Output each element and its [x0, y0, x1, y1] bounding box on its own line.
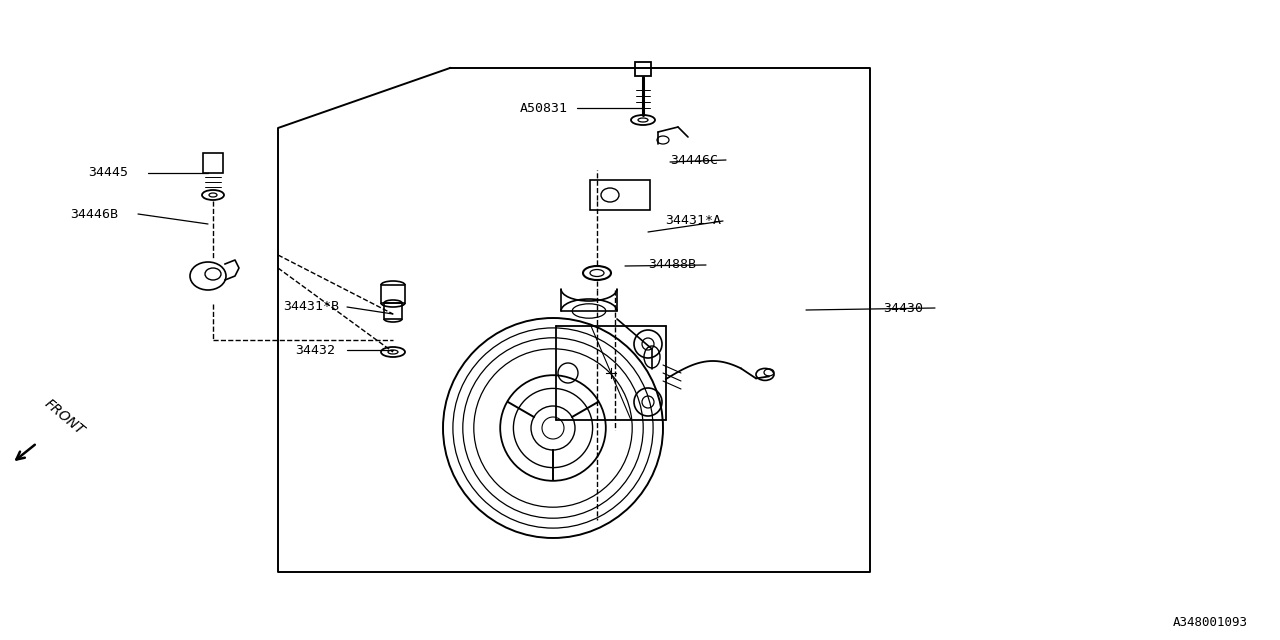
Text: 34431*A: 34431*A [666, 214, 721, 227]
Text: FRONT: FRONT [42, 397, 87, 438]
Text: 34446B: 34446B [70, 207, 118, 221]
Bar [381, 285, 404, 303]
Bar [384, 303, 402, 319]
Text: 34445: 34445 [88, 166, 128, 179]
Text: A50831: A50831 [520, 102, 568, 115]
Text: 34488B: 34488B [648, 259, 696, 271]
Text: A348001093: A348001093 [1172, 616, 1248, 628]
Text: 34432: 34432 [294, 344, 335, 356]
Bar [635, 62, 652, 76]
Bar [590, 180, 650, 210]
Text: 34431*B: 34431*B [283, 301, 339, 314]
Bar [204, 153, 223, 173]
Text: 34430: 34430 [883, 301, 923, 314]
Text: 34446C: 34446C [669, 154, 718, 166]
